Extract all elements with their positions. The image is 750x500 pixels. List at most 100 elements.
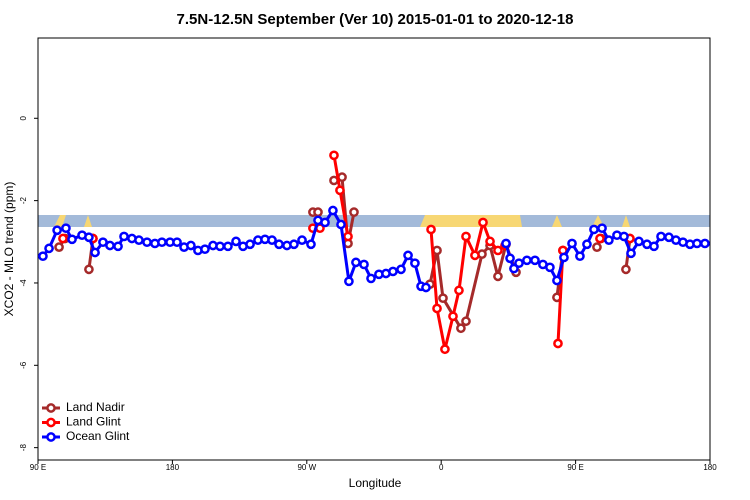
data-point — [320, 217, 330, 228]
data-point — [105, 240, 115, 251]
data-point — [297, 235, 307, 245]
data-point — [142, 237, 152, 248]
data-point — [432, 245, 442, 256]
data-point — [621, 264, 631, 275]
data-point — [366, 273, 376, 284]
x-axis-label: Longitude — [349, 476, 402, 490]
data-point — [245, 239, 255, 250]
data-point — [186, 240, 196, 251]
data-point — [438, 293, 448, 304]
data-point — [649, 241, 659, 252]
data-point — [592, 242, 602, 252]
data-point — [485, 236, 495, 247]
legend-label: Land Nadir — [66, 400, 125, 414]
x-tick-label: 90 E — [567, 463, 583, 472]
data-point — [52, 225, 62, 236]
data-point — [461, 231, 471, 242]
plot-frame — [37, 37, 711, 461]
data-point — [545, 262, 555, 273]
data-point — [396, 264, 406, 275]
data-point — [44, 243, 54, 254]
data-point — [38, 251, 48, 262]
data-point — [172, 237, 182, 248]
data-point — [306, 239, 316, 250]
data-point — [604, 235, 614, 245]
data-point — [634, 236, 644, 247]
data-point — [470, 250, 480, 261]
data-point — [351, 257, 361, 268]
data-point — [84, 232, 94, 243]
x-tick-label: 180 — [703, 463, 717, 472]
data-point — [200, 244, 210, 255]
chart-title: 7.5N-12.5N September (Ver 10) 2015-01-01… — [177, 11, 574, 28]
data-point — [493, 245, 503, 256]
data-point — [90, 247, 100, 258]
data-point — [344, 276, 354, 287]
data-point — [626, 248, 636, 259]
data-point — [421, 282, 431, 293]
y-tick-label: -8 — [19, 444, 28, 452]
y-tick-label: -6 — [19, 361, 28, 369]
data-point — [530, 255, 540, 266]
data-point — [113, 241, 123, 252]
data-point — [432, 303, 442, 314]
data-point — [567, 238, 577, 249]
data-point — [54, 242, 64, 252]
data-point — [267, 235, 277, 245]
y-tick-label: 0 — [19, 116, 28, 121]
data-point — [522, 255, 532, 266]
data-point — [553, 338, 563, 349]
data-point — [388, 266, 398, 277]
data-point — [231, 236, 241, 247]
data-point — [403, 250, 413, 261]
data-point — [343, 231, 353, 242]
data-point — [692, 238, 702, 249]
y-tick-label: -4 — [19, 279, 28, 287]
data-point — [84, 264, 94, 275]
data-point — [552, 275, 562, 286]
data-point — [478, 217, 488, 228]
y-axis-label: XCO2 - MLO trend (ppm) — [2, 182, 16, 317]
legend-marker — [46, 417, 56, 428]
data-point — [456, 323, 466, 334]
data-point — [597, 223, 607, 234]
reference-band — [38, 215, 710, 227]
data-point — [337, 172, 347, 183]
data-point — [67, 234, 77, 245]
data-point — [700, 238, 710, 249]
y-tick-label: -2 — [19, 197, 28, 205]
data-point — [359, 259, 369, 270]
data-point — [223, 241, 233, 252]
data-point — [58, 233, 68, 244]
data-point — [61, 223, 71, 234]
data-point — [454, 285, 464, 296]
data-point — [157, 237, 167, 248]
legend-label: Land Glint — [66, 415, 121, 429]
data-point — [440, 344, 450, 355]
data-point — [119, 231, 129, 242]
data-point — [349, 207, 359, 218]
x-tick-label: 90 W — [297, 463, 316, 472]
data-point — [595, 233, 605, 244]
x-tick-label: 180 — [166, 463, 180, 472]
data-point — [215, 241, 225, 252]
data-point — [582, 239, 592, 250]
data-point — [505, 253, 515, 264]
data-point — [329, 150, 339, 161]
data-point — [336, 219, 346, 230]
data-point — [335, 185, 345, 196]
data-point — [134, 235, 144, 245]
data-point — [501, 238, 511, 249]
data-point — [410, 258, 420, 269]
data-point — [656, 231, 666, 242]
data-point — [329, 175, 339, 186]
legend-label: Ocean Glint — [66, 429, 130, 443]
data-point — [552, 292, 562, 303]
data-point — [559, 252, 569, 263]
x-tick-label: 90 E — [30, 463, 46, 472]
data-point — [589, 224, 599, 235]
legend-marker — [46, 432, 56, 442]
legend-marker — [46, 403, 56, 413]
data-point — [514, 258, 524, 269]
